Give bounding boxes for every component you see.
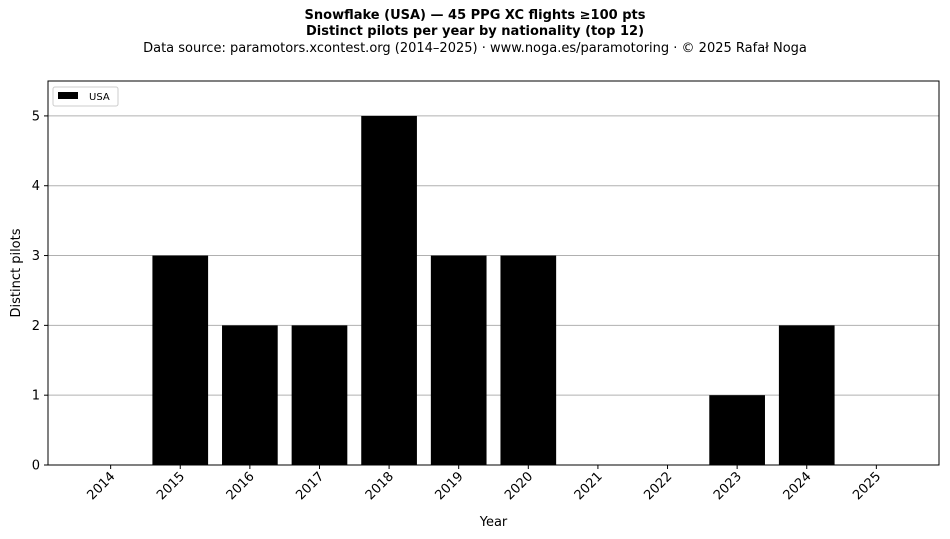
chart-title-block: Snowflake (USA) — 45 PPG XC flights ≥100… [0,8,950,57]
chart-source-note: Data source: paramotors.xcontest.org (20… [143,41,807,56]
y-axis-label: Distinct pilots [9,228,24,317]
bars [152,115,835,465]
x-tick-label: 2014 [84,469,118,503]
legend-frame [52,86,119,107]
bar [222,325,278,465]
x-axis-label: Year [479,515,508,530]
x-tick-label: 2021 [572,469,606,503]
bar [152,255,209,465]
y-tick-label: 5 [32,109,40,124]
x-tick-label: 2025 [850,469,884,503]
chart-title: Snowflake (USA) — 45 PPG XC flights ≥100… [304,8,646,23]
chart-subtitle: Distinct pilots per year by nationality … [305,24,645,39]
x-tick-label: 2022 [641,469,675,503]
y-tick-label: 2 [32,319,40,334]
bar [361,115,417,465]
y-tick-label: 3 [32,249,40,264]
y-tick-label: 4 [32,179,40,194]
x-tick-label: 2015 [154,469,188,503]
legend-label: USA [89,92,110,103]
bar [500,255,557,465]
bar [778,325,835,465]
x-tick-label: 2020 [502,469,536,503]
plot-frame [47,80,940,466]
x-tick-label: 2024 [781,469,815,503]
x-tick-label: 2023 [711,469,745,503]
x-tick-label: 2016 [224,469,258,503]
y-tick-label: 1 [32,389,40,404]
y-tick-label: 0 [32,459,40,474]
x-tick-label: 2017 [293,469,327,503]
bar [291,325,348,465]
bar [709,395,765,465]
x-tick-label: 2018 [363,469,397,503]
legend: USA [52,86,119,107]
legend-swatch [58,92,78,99]
x-tick-label: 2019 [433,469,467,503]
bar [430,255,487,465]
